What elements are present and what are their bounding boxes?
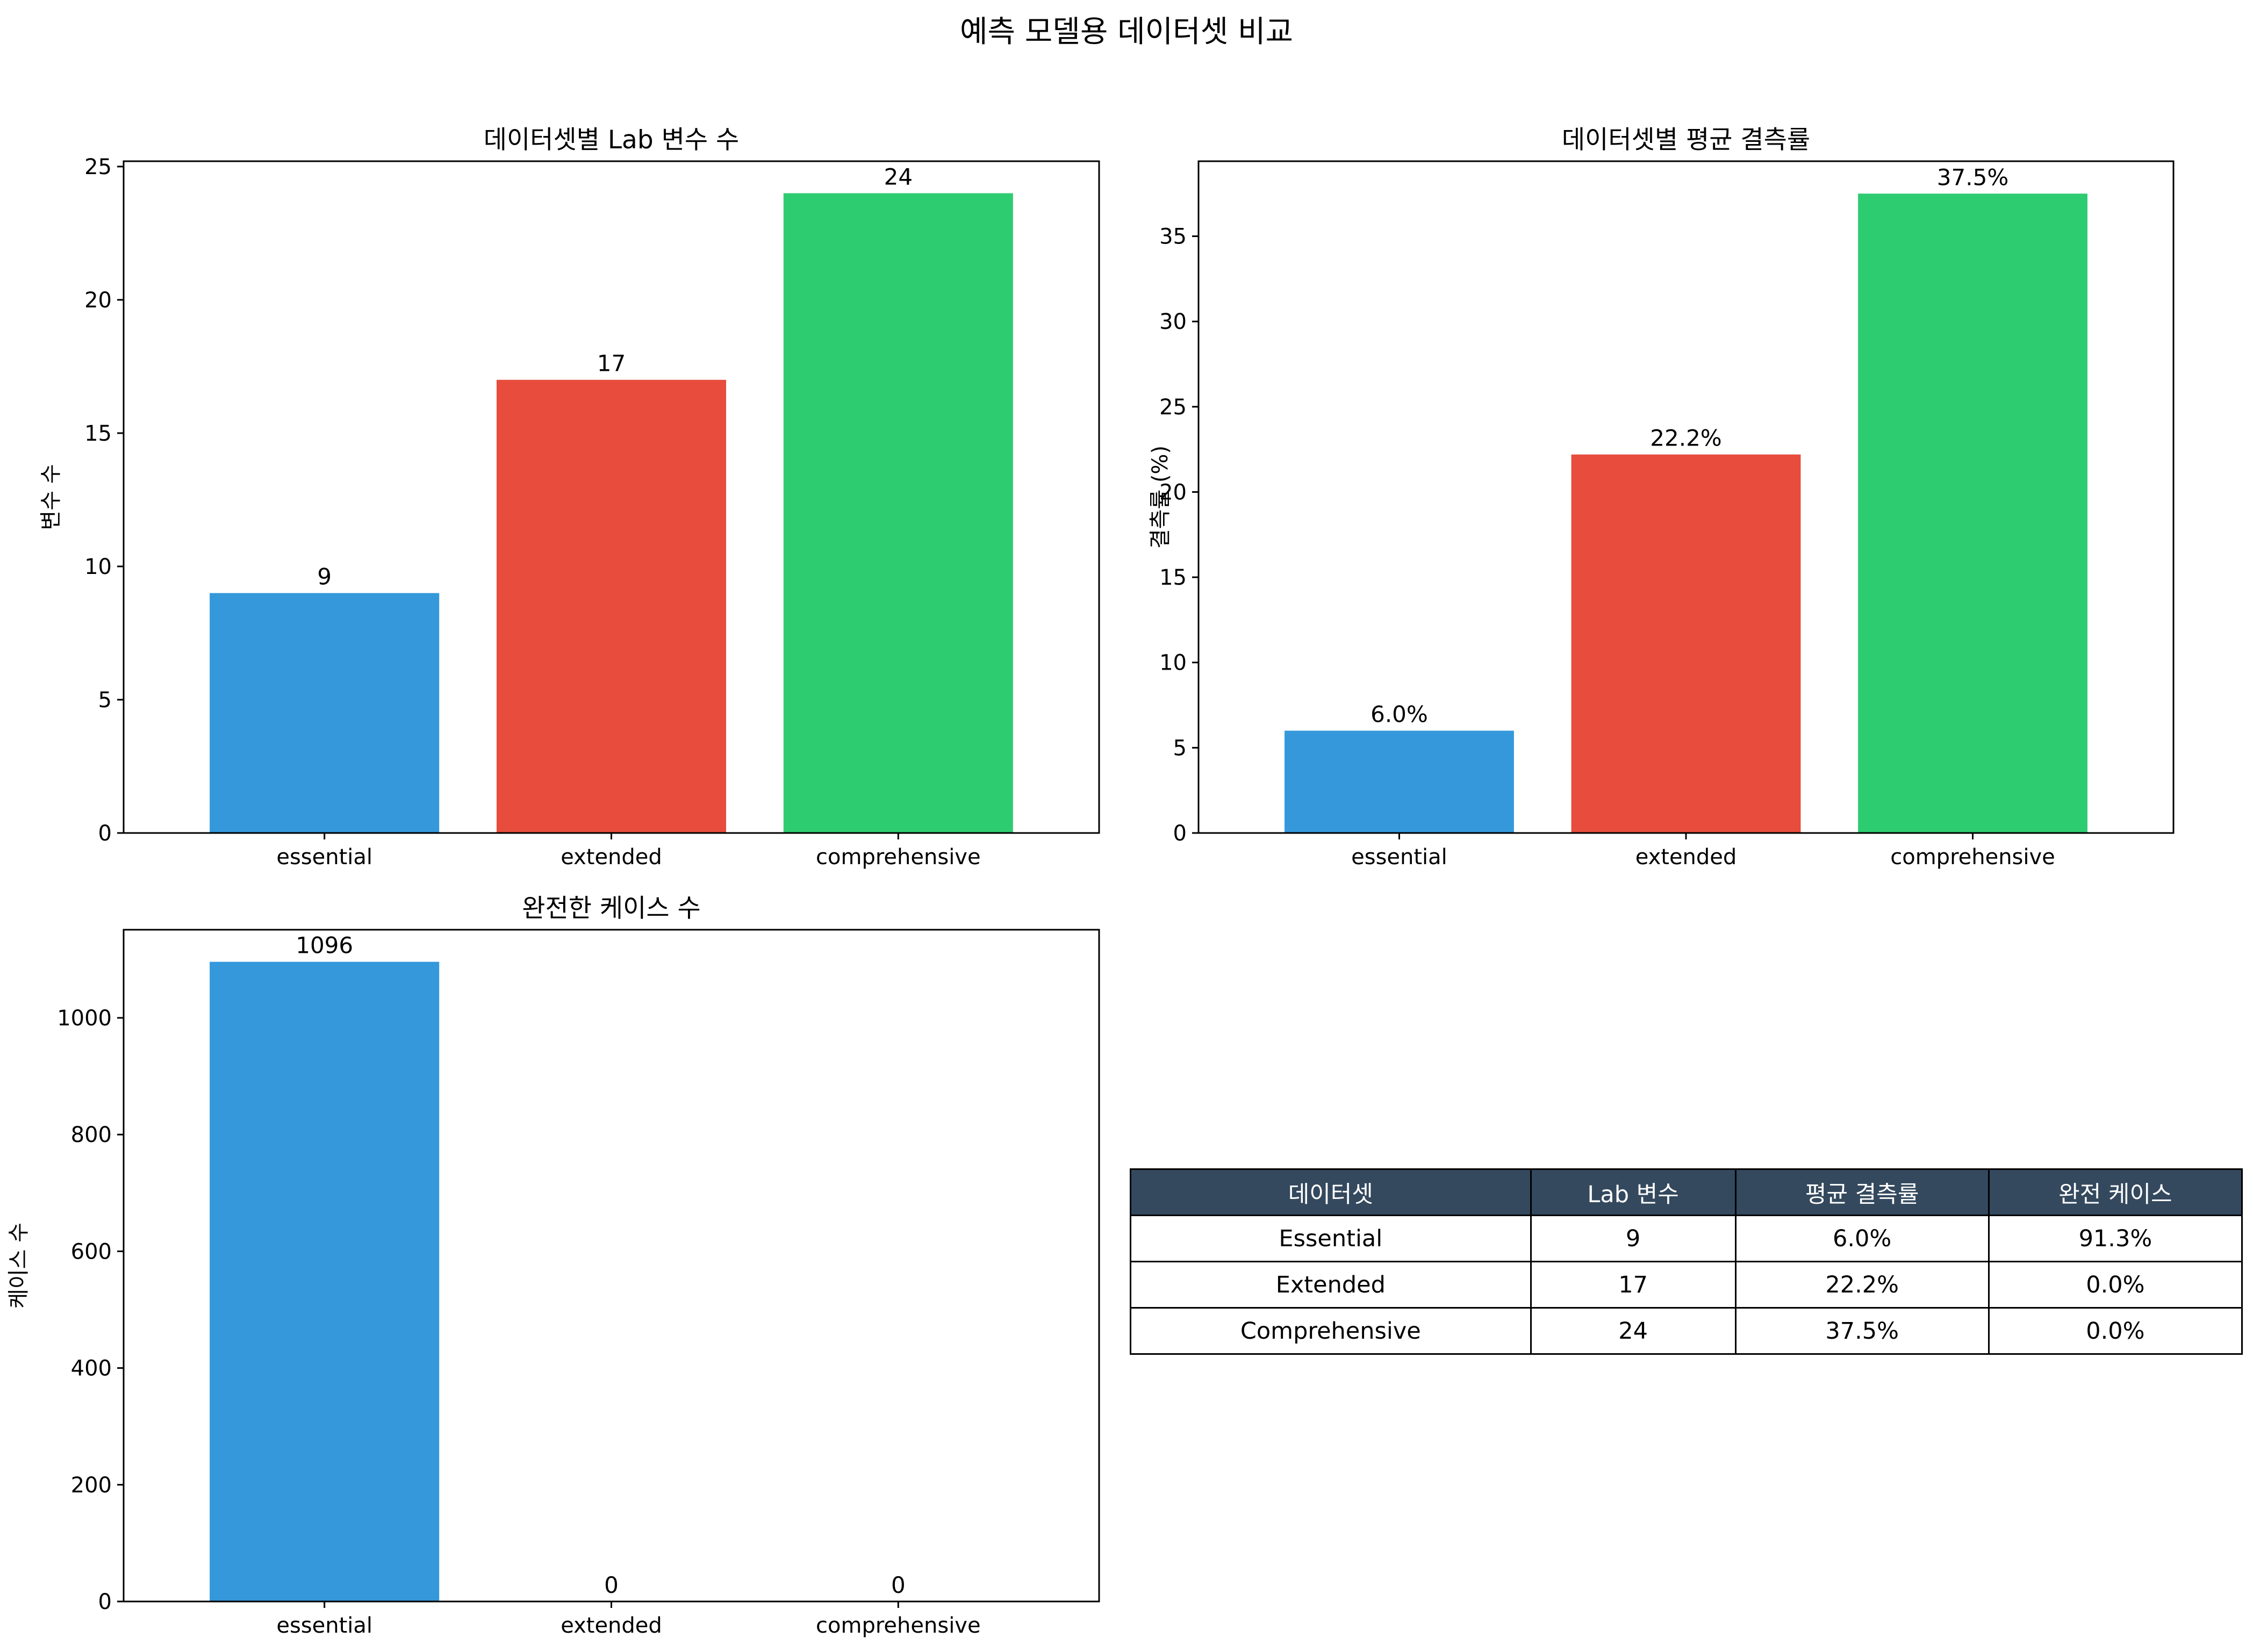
- x-tick-label: essential: [276, 1613, 372, 1638]
- y-tick-label: 0: [1173, 821, 1187, 846]
- table-cell: Essential: [1130, 1215, 1532, 1262]
- table-cell: 17: [1530, 1261, 1737, 1309]
- table-header-cell: 완전 케이스: [1987, 1168, 2243, 1216]
- chart-title: 데이터셋별 Lab 변수 수: [484, 125, 740, 155]
- bar-extended: [496, 379, 727, 833]
- table-header-cell: 평균 결측률: [1734, 1168, 1990, 1216]
- table-cell: Extended: [1130, 1261, 1532, 1309]
- y-tick-label: 800: [71, 1123, 112, 1147]
- bar-essential: [210, 593, 440, 833]
- table-row: Comprehensive 24 37.5% 0.0%: [1130, 1307, 2243, 1355]
- chart-svg: 1096 0 0 0 200 400 600 800 1000 essential extended…: [6, 894, 1100, 1638]
- y-tick-label: 600: [71, 1239, 112, 1264]
- y-tick-label: 10: [84, 555, 112, 579]
- data-label: 0: [604, 1572, 619, 1598]
- chart-title: 데이터셋별 평균 결측률: [1562, 125, 1810, 155]
- table-row: Extended 17 22.2% 0.0%: [1130, 1261, 2243, 1309]
- chart-svg: 6.0% 22.2% 37.5% 0 5 10 15 20 25 30 35 essential ext…: [1148, 125, 2175, 870]
- table-cell: 22.2%: [1734, 1261, 1990, 1309]
- bar-essential: [210, 961, 440, 1601]
- x-tick-label: essential: [276, 845, 372, 870]
- table-header-cell: Lab 변수: [1530, 1168, 1737, 1216]
- y-tick-label: 35: [1159, 225, 1187, 249]
- data-label: 37.5%: [1937, 164, 2008, 190]
- summary-table: 데이터셋 Lab 변수 평균 결측률 완전 케이스 Essential 9 6.…: [1130, 1168, 2243, 1355]
- y-tick-label: 5: [1173, 736, 1187, 760]
- y-tick-label: 15: [1159, 565, 1187, 590]
- x-tick-label: comprehensive: [1890, 845, 2055, 870]
- y-tick-label: 200: [71, 1473, 112, 1498]
- y-tick-label: 20: [84, 288, 112, 313]
- data-label: 24: [884, 164, 913, 190]
- table-cell: 91.3%: [1987, 1215, 2243, 1262]
- y-axis-label: 케이스 수: [6, 1223, 31, 1309]
- chart-svg: 9 17 24 0 5 10 15 20 25 essential extended comprehe…: [39, 125, 1100, 870]
- x-tick-label: comprehensive: [816, 1613, 981, 1638]
- chart-complete-cases: 1096 0 0 0 200 400 600 800 1000 essential extended…: [0, 876, 1107, 1652]
- y-tick-label: 20: [1159, 480, 1187, 505]
- data-label: 9: [317, 564, 332, 590]
- x-tick-label: extended: [561, 845, 662, 870]
- y-tick-label: 25: [84, 155, 112, 179]
- data-label: 1096: [296, 932, 353, 959]
- data-label: 0: [891, 1572, 906, 1598]
- x-tick-label: comprehensive: [816, 845, 981, 870]
- x-tick-label: essential: [1351, 845, 1447, 870]
- data-label: 22.2%: [1650, 425, 1721, 451]
- y-tick-label: 30: [1159, 310, 1187, 334]
- y-tick-label: 5: [98, 688, 112, 713]
- y-tick-label: 400: [71, 1356, 112, 1381]
- bar-essential: [1285, 730, 1514, 833]
- chart-title: 완전한 케이스 수: [522, 894, 701, 923]
- table-cell: 6.0%: [1734, 1215, 1990, 1262]
- y-tick-label: 10: [1159, 651, 1187, 676]
- data-label: 6.0%: [1371, 701, 1428, 728]
- figure-title: 예측 모델용 데이터셋 비교: [959, 15, 1294, 49]
- table-header-cell: 데이터셋: [1130, 1168, 1532, 1216]
- chart-mean-missing-rate: 6.0% 22.2% 37.5% 0 5 10 15 20 25 30 35 essential ext…: [1107, 107, 2253, 914]
- bar-comprehensive: [1858, 193, 2087, 833]
- y-tick-label: 1000: [57, 1006, 112, 1031]
- y-tick-label: 25: [1159, 395, 1187, 420]
- x-tick-label: extended: [561, 1613, 662, 1638]
- table-cell: 9: [1530, 1215, 1737, 1262]
- table-cell: 0.0%: [1987, 1307, 2243, 1355]
- y-tick-label: 0: [98, 821, 112, 846]
- table-cell: 24: [1530, 1307, 1737, 1355]
- chart-lab-variable-count: 9 17 24 0 5 10 15 20 25 essential extended comprehe…: [0, 107, 1107, 914]
- table-row: Essential 9 6.0% 91.3%: [1130, 1215, 2243, 1262]
- table-cell: 0.0%: [1987, 1261, 2243, 1309]
- bar-extended: [1571, 454, 1801, 833]
- table-cell: 37.5%: [1734, 1307, 1990, 1355]
- table-cell: Comprehensive: [1130, 1307, 1532, 1355]
- y-axis-label: 결측률 (%): [1148, 446, 1173, 549]
- y-axis-label: 변수 수: [39, 464, 63, 530]
- bar-comprehensive: [783, 193, 1013, 833]
- data-label: 17: [597, 350, 626, 377]
- y-tick-label: 15: [84, 421, 112, 446]
- table-header-row: 데이터셋 Lab 변수 평균 결측률 완전 케이스: [1130, 1168, 2243, 1216]
- y-tick-label: 0: [98, 1590, 112, 1614]
- x-tick-label: extended: [1635, 845, 1737, 870]
